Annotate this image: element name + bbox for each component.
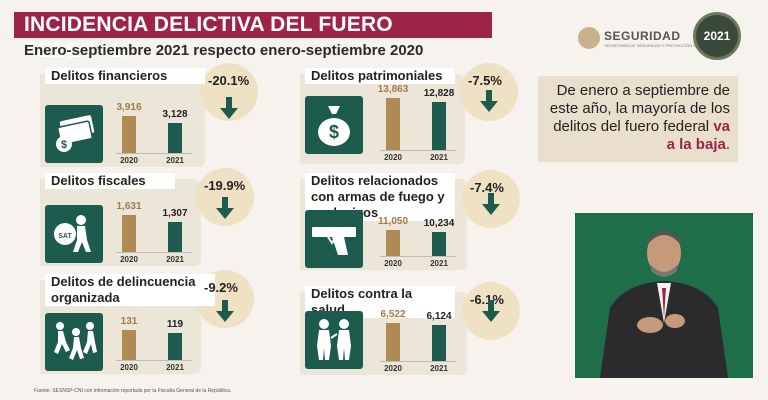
- bar-2021: [432, 325, 446, 361]
- down-arrow-icon: [482, 193, 500, 215]
- eagle-emblem-icon: [578, 27, 600, 49]
- year-label-2020: 2020: [120, 156, 138, 165]
- value-2020: 6,522: [380, 309, 406, 320]
- money-bag-icon: $: [305, 96, 363, 154]
- bar-2020: [386, 98, 400, 150]
- interpreter-figure-icon: [575, 213, 753, 378]
- year-label-2020: 2020: [384, 259, 402, 268]
- panel-label: Delitos financieros: [45, 68, 205, 84]
- bar-2021: [168, 123, 182, 153]
- bar-2020: [122, 330, 136, 360]
- sign-language-interpreter-video: [575, 213, 753, 378]
- year-label-2020: 2020: [384, 364, 402, 373]
- bar-baseline: [116, 252, 192, 253]
- value-2021: 1,307: [162, 208, 188, 220]
- bar-2021: [168, 332, 182, 360]
- bar-2021: [432, 231, 446, 256]
- svg-text:$: $: [329, 122, 339, 142]
- panel-label: Delitos fiscales: [45, 173, 175, 189]
- seguridad-logo: SEGURIDAD SECRETARÍA DE SEGURIDAD Y PROT…: [578, 27, 717, 49]
- source-note: Fuente: SESNSP-CNI con información repor…: [34, 388, 232, 394]
- bar-2021: [432, 101, 446, 150]
- money-icon: $: [45, 105, 103, 163]
- down-arrow-icon: [482, 300, 500, 322]
- down-arrow-icon: [216, 197, 234, 219]
- page-title: INCIDENCIA DELICTIVA DEL FUERO FEDERAL: [14, 12, 492, 62]
- value-2021: 12,828: [423, 87, 455, 99]
- callout-box: De enero a septiembre de este año, la ma…: [538, 76, 738, 162]
- pistol-icon: [305, 210, 363, 268]
- callout-text: De enero a septiembre de este año, la ma…: [549, 82, 730, 135]
- svg-text:SAT: SAT: [58, 233, 72, 240]
- year-label-2021: 2021: [430, 153, 448, 162]
- bar-baseline: [380, 256, 456, 257]
- panel-label: Delitos patrimoniales: [305, 68, 455, 84]
- percent-change: -19.9%: [204, 178, 246, 193]
- value-2021: 10,234: [423, 217, 455, 229]
- value-2021: 119: [166, 318, 184, 330]
- value-2021: 6,124: [426, 311, 452, 323]
- bar-2020: [122, 215, 136, 252]
- gang-icon: [45, 313, 103, 371]
- year-label-2021: 2021: [430, 259, 448, 268]
- bar-baseline: [116, 360, 192, 361]
- value-2020: 131: [120, 316, 138, 327]
- year-label-2021: 2021: [166, 363, 184, 372]
- year-label-2020: 2020: [120, 255, 138, 264]
- percent-change: -7.4%: [470, 180, 504, 195]
- value-2020: 13,863: [377, 84, 409, 95]
- down-arrow-icon: [480, 90, 498, 112]
- bar-2020: [122, 116, 136, 153]
- year-label-2020: 2020: [384, 153, 402, 162]
- percent-change: -6.1%: [470, 292, 504, 307]
- seguridad-logo-sub: SECRETARÍA DE SEGURIDAD Y PROTECCIÓN CIU…: [604, 42, 717, 48]
- panel-label: Delitos de delincuencia organizada: [45, 274, 215, 306]
- value-2020: 3,916: [116, 102, 142, 113]
- bar-2021: [168, 222, 182, 252]
- year-label-2020: 2020: [120, 363, 138, 372]
- page-subtitle: Enero-septiembre 2021 respecto enero-sep…: [24, 42, 424, 59]
- year-label-2021: 2021: [166, 156, 184, 165]
- value-2020: 1,631: [116, 201, 142, 212]
- seguridad-logo-name: SEGURIDAD: [604, 28, 681, 43]
- sat-thief-icon: SAT: [45, 205, 103, 263]
- percent-change: -20.1%: [208, 73, 250, 88]
- year-label-2021: 2021: [166, 255, 184, 264]
- bar-baseline: [116, 153, 192, 154]
- bar-baseline: [380, 150, 456, 151]
- value-2020: 11,050: [377, 216, 409, 227]
- bar-baseline: [380, 361, 456, 362]
- year-2021-logo: 2021: [693, 12, 741, 60]
- health-icon: [305, 311, 363, 369]
- callout-period: .: [725, 136, 730, 153]
- percent-change: -9.2%: [204, 280, 238, 295]
- down-arrow-icon: [220, 97, 238, 119]
- year-label-2021: 2021: [430, 364, 448, 373]
- percent-change: -7.5%: [468, 73, 502, 88]
- value-2021: 3,128: [162, 109, 188, 121]
- svg-text:$: $: [61, 139, 67, 151]
- callout-highlight: va a la baja: [666, 118, 730, 153]
- down-arrow-icon: [216, 300, 234, 322]
- bar-2020: [386, 230, 400, 256]
- bar-2020: [386, 323, 400, 361]
